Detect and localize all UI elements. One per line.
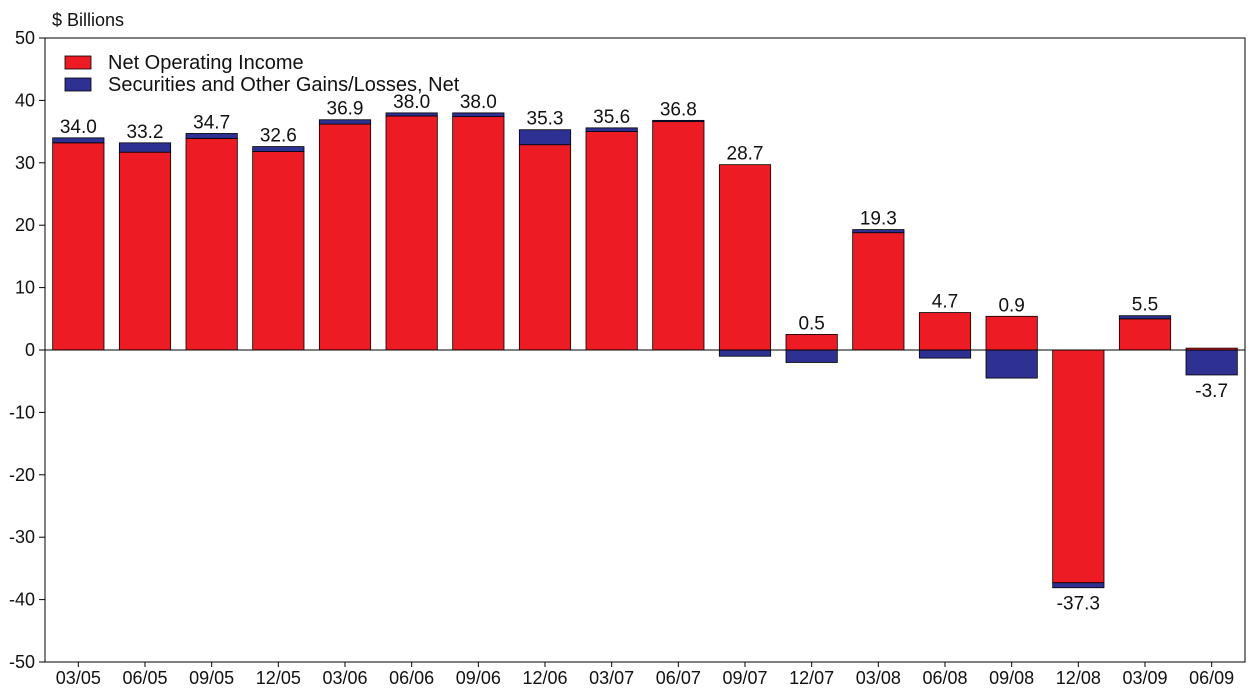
bar-securities-gains-losses <box>852 229 905 234</box>
bar-total-label: 4.7 <box>932 292 958 313</box>
x-tick-label: 12/08 <box>1056 668 1101 688</box>
bar-net-operating-income <box>518 144 572 351</box>
bar-net-operating-income <box>652 121 705 351</box>
bar-securities-gains-losses <box>1118 315 1172 320</box>
data-labels-layer: 34.0 33.2 34.7 32.6 36.9 38.0 38.0 35.3 35.6 36.8… <box>60 92 1228 615</box>
bar-net-operating-income <box>52 142 105 351</box>
bar-securities-gains-losses <box>185 133 238 139</box>
y-axis-unit-label: $ Billions <box>52 10 124 30</box>
y-tick-label: -50 <box>9 652 35 672</box>
x-axis: 03/05 06/05 09/05 12/05 03/06 06/06 09/06 12/06… <box>56 662 1234 688</box>
x-tick-label: 06/09 <box>1189 668 1234 688</box>
bar-total-label: 34.7 <box>193 112 230 133</box>
y-tick-label: -40 <box>9 590 35 610</box>
x-tick-label: 12/05 <box>256 668 301 688</box>
x-tick-label: 03/09 <box>1122 668 1167 688</box>
bar-securities-gains-losses <box>252 146 305 152</box>
legend-label-net-operating-income: Net Operating Income <box>108 52 304 74</box>
bar-net-operating-income <box>985 315 1038 351</box>
legend-label-securities-gains-losses: Securities and Other Gains/Losses, Net <box>108 74 460 96</box>
bar-total-label: 19.3 <box>860 209 897 230</box>
bar-securities-gains-losses <box>318 119 372 125</box>
x-tick-label: 12/06 <box>522 668 567 688</box>
y-tick-label: 30 <box>15 153 35 173</box>
bar-net-operating-income <box>852 232 905 351</box>
bar-total-label: 36.9 <box>327 99 364 120</box>
x-tick-label: 06/07 <box>656 668 701 688</box>
bar-total-label: -3.7 <box>1195 381 1228 402</box>
bar-net-operating-income <box>1052 349 1105 584</box>
bar-net-operating-income <box>452 116 505 351</box>
y-tick-label: -20 <box>9 465 35 485</box>
y-tick-label: -30 <box>9 527 35 547</box>
x-tick-label: 03/07 <box>589 668 634 688</box>
legend-swatch-securities-gains-losses <box>64 77 92 92</box>
bar-total-label: 32.6 <box>260 126 297 147</box>
bar-securities-gains-losses <box>118 142 172 153</box>
y-tick-label: 50 <box>15 28 35 48</box>
x-tick-label: 03/08 <box>856 668 901 688</box>
bar-total-label: 28.7 <box>727 144 764 165</box>
bars-layer <box>52 112 1238 589</box>
bar-securities-gains-losses <box>985 349 1038 379</box>
bar-net-operating-income <box>118 151 172 351</box>
bar-securities-gains-losses <box>718 349 772 357</box>
y-tick-label: 40 <box>15 90 35 110</box>
bar-net-operating-income <box>318 123 372 351</box>
bar-total-label: 35.3 <box>527 109 564 130</box>
bar-total-label: 5.5 <box>1132 295 1158 316</box>
y-tick-label: 20 <box>15 215 35 235</box>
bar-securities-gains-losses <box>918 349 972 359</box>
bar-total-label: 0.5 <box>798 313 824 334</box>
bar-net-operating-income <box>785 333 838 351</box>
bar-net-operating-income <box>185 138 238 351</box>
x-tick-label: 09/07 <box>722 668 767 688</box>
x-tick-label: 09/08 <box>989 668 1034 688</box>
bar-total-label: 33.2 <box>127 122 164 143</box>
bar-total-label: 38.0 <box>460 92 497 113</box>
bar-securities-gains-losses <box>1052 582 1105 589</box>
bar-total-label: -37.3 <box>1057 594 1100 615</box>
bar-total-label: 36.8 <box>660 99 697 120</box>
legend: Net Operating Income Securities and Othe… <box>64 52 460 96</box>
x-tick-label: 06/06 <box>389 668 434 688</box>
bar-securities-gains-losses <box>652 119 705 123</box>
bar-net-operating-income <box>918 312 972 351</box>
bar-net-operating-income <box>718 164 772 351</box>
bar-securities-gains-losses <box>518 129 572 146</box>
x-tick-label: 06/05 <box>122 668 167 688</box>
bar-total-label: 34.0 <box>60 117 97 138</box>
y-axis: 50 40 30 20 10 0 -10 -20 -30 -40 -50 <box>9 28 45 672</box>
bar-net-operating-income <box>252 151 305 351</box>
bar-securities-gains-losses <box>585 127 638 133</box>
x-tick-label: 09/05 <box>189 668 234 688</box>
bar-net-operating-income <box>585 131 638 351</box>
legend-swatch-net-operating-income <box>64 55 92 70</box>
y-tick-label: 0 <box>25 340 35 360</box>
y-tick-label: -10 <box>9 402 35 422</box>
x-tick-label: 06/08 <box>922 668 967 688</box>
bar-securities-gains-losses <box>1185 349 1238 376</box>
x-tick-label: 09/06 <box>456 668 501 688</box>
bar-securities-gains-losses <box>785 349 838 363</box>
bar-total-label: 38.0 <box>393 92 430 113</box>
bar-securities-gains-losses <box>52 137 105 144</box>
y-tick-label: 10 <box>15 278 35 298</box>
bar-securities-gains-losses <box>385 112 438 117</box>
bar-net-operating-income <box>385 115 438 351</box>
bar-net-operating-income <box>1118 318 1172 351</box>
x-tick-label: 03/06 <box>322 668 367 688</box>
x-tick-label: 12/07 <box>789 668 834 688</box>
bar-securities-gains-losses <box>452 112 505 118</box>
x-tick-label: 03/05 <box>56 668 101 688</box>
bar-total-label: 35.6 <box>593 107 630 128</box>
bar-total-label: 0.9 <box>998 295 1024 316</box>
